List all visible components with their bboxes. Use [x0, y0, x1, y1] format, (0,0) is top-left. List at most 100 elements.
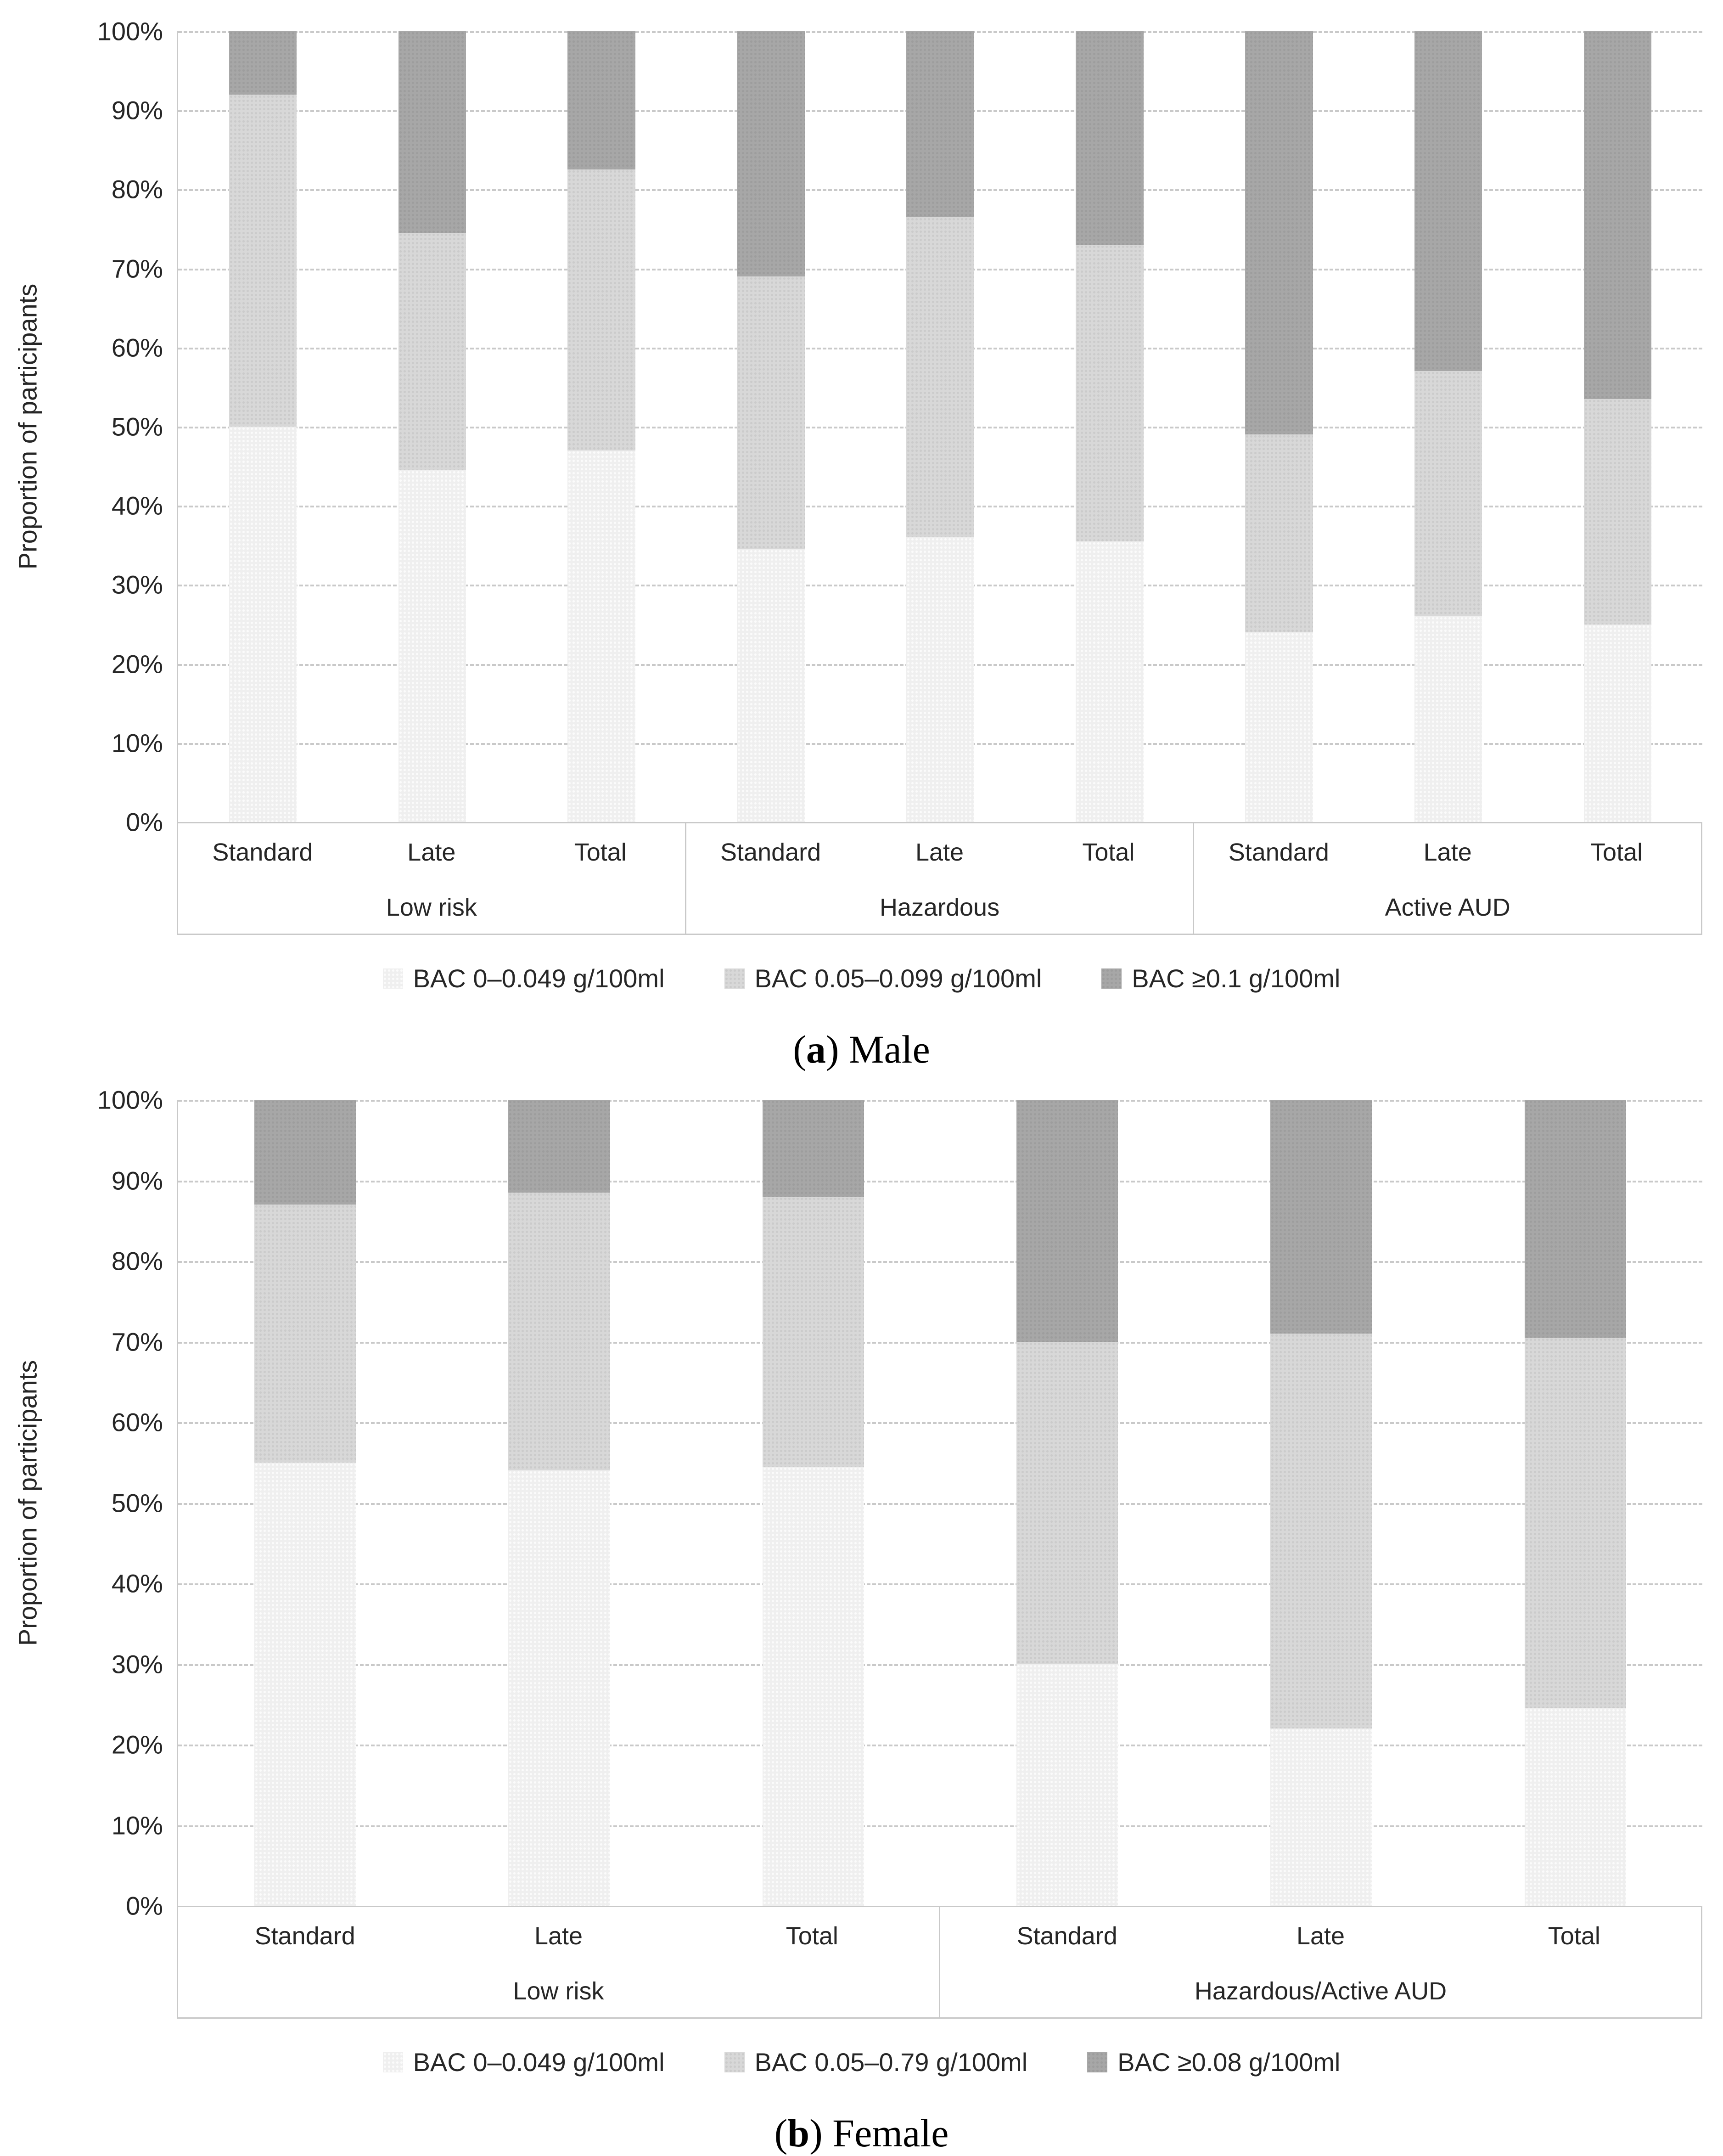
x-axis-category-label: Total	[574, 838, 627, 866]
x-axis-category-label: Late	[1296, 1922, 1345, 1950]
x-axis-category-label: Late	[1423, 838, 1472, 866]
legend-swatch-seg-dark	[1101, 968, 1122, 989]
y-tick-column: 100% 90% 80% 70% 60% 50% 40% 30% 20% 10% 0%	[55, 17, 177, 837]
bar-segment-seg-mid	[229, 94, 297, 427]
x-axis-category-label: Standard	[254, 1922, 355, 1950]
y-tick-label: 100%	[97, 1085, 163, 1115]
x-axis-category-label: Standard	[1228, 838, 1329, 866]
legend-label: BAC 0–0.049 g/100ml	[413, 964, 665, 993]
chart-caption: (a) Male	[793, 1027, 930, 1071]
stacked-bar	[254, 1100, 356, 1906]
stacked-bar	[1524, 1100, 1626, 1906]
bar-segment-seg-dark	[1270, 1100, 1372, 1334]
bar-slot	[178, 31, 348, 822]
bar-slot	[1448, 1100, 1702, 1906]
chart-male: Proportion of participants 100% 90% 80% 70% 6…	[0, 0, 1723, 1072]
caption-text: Female	[832, 2111, 949, 2155]
bar-segment-seg-dark	[229, 31, 297, 95]
y-axis-title-column: Proportion of participants	[0, 1100, 55, 1906]
bar-slot	[686, 31, 856, 822]
bar-segment-seg-light	[737, 549, 805, 822]
stacked-bar	[1270, 1100, 1372, 1906]
bar-segment-seg-mid	[906, 217, 974, 538]
stacked-bar	[1076, 31, 1144, 822]
bar-slot	[1364, 31, 1533, 822]
y-tick-label: 30%	[111, 570, 163, 599]
x-axis-group: Standard Late Total Active AUD	[1193, 823, 1701, 934]
legend-item: BAC ≥0.08 g/100ml	[1087, 2047, 1340, 2077]
bar-slot	[1194, 1100, 1448, 1906]
y-tick-label: 50%	[111, 412, 163, 441]
bar-segment-seg-light	[508, 1470, 610, 1906]
gridline	[178, 1583, 1702, 1585]
bar-segment-seg-light	[229, 427, 297, 822]
x-axis-group-label: Active AUD	[1385, 893, 1510, 921]
bar-segment-seg-mid	[1270, 1333, 1372, 1728]
x-axis-group: Standard Late Total Hazardous	[685, 823, 1193, 934]
x-axis-category-label: Total	[1082, 838, 1135, 866]
y-tick-label: 80%	[111, 175, 163, 204]
x-axis-label-box: Standard Late Total Low risk Standard Late Tot…	[177, 822, 1702, 935]
bar-slot	[432, 1100, 686, 1906]
gridline	[178, 1745, 1702, 1746]
bar-slot	[517, 31, 686, 822]
bar-slot	[940, 1100, 1194, 1906]
legend-item: BAC 0–0.049 g/100ml	[382, 2047, 665, 2077]
bar-segment-seg-dark	[1245, 31, 1313, 435]
legend-label: BAC ≥0.08 g/100ml	[1117, 2048, 1341, 2077]
gridline	[178, 1825, 1702, 1827]
legend-item: BAC 0.05–0.79 g/100ml	[724, 2047, 1028, 2077]
x-axis-spacer	[0, 822, 177, 935]
y-tick-label: 60%	[111, 333, 163, 362]
stacked-bar	[567, 31, 635, 822]
bar-segment-seg-dark	[1583, 31, 1652, 399]
bar-segment-seg-light	[254, 1462, 356, 1906]
y-tick-label: 0%	[126, 807, 163, 837]
x-axis-category-label: Standard	[720, 838, 821, 866]
gridline	[178, 1503, 1702, 1505]
x-axis-category-label: Late	[534, 1922, 583, 1950]
bars-layer	[178, 31, 1702, 822]
legend-label: BAC 0–0.049 g/100ml	[413, 2048, 665, 2077]
legend-swatch-seg-light	[382, 2052, 403, 2072]
bar-segment-seg-light	[1524, 1708, 1626, 1906]
bar-segment-seg-dark	[906, 31, 974, 217]
caption-text: Male	[849, 1027, 930, 1071]
gridline	[178, 1422, 1702, 1424]
stacked-bar	[398, 31, 466, 822]
x-axis-category-label: Total	[786, 1922, 838, 1950]
y-tick-label: 90%	[111, 96, 163, 125]
y-axis-title: Proportion of participants	[13, 1360, 42, 1646]
y-tick-label: 50%	[111, 1488, 163, 1517]
stacked-bar	[508, 1100, 610, 1906]
x-axis-group-label: Low risk	[386, 893, 477, 921]
legend-item: BAC 0.05–0.099 g/100ml	[724, 963, 1042, 993]
legend-swatch-seg-dark	[1087, 2052, 1108, 2072]
legend-label: BAC 0.05–0.79 g/100ml	[754, 2048, 1028, 2077]
bar-segment-seg-light	[1414, 616, 1482, 822]
x-axis-category-label: Late	[407, 838, 456, 866]
y-tick-label: 0%	[126, 1891, 163, 1920]
x-axis-spacer	[0, 1906, 177, 2019]
stacked-bar	[762, 1100, 864, 1906]
bar-segment-seg-mid	[1245, 434, 1313, 632]
bar-segment-seg-mid	[1076, 244, 1144, 541]
stacked-bar	[229, 31, 297, 822]
bar-segment-seg-dark	[254, 1100, 356, 1205]
bar-segment-seg-dark	[737, 31, 805, 276]
legend: BAC 0–0.049 g/100ml BAC 0.05–0.099 g/100m…	[0, 963, 1723, 993]
stacked-bar	[737, 31, 805, 822]
x-axis-category-row: Standard Late Total	[178, 823, 685, 881]
bar-segment-seg-mid	[1583, 399, 1652, 625]
y-axis-title: Proportion of participants	[13, 283, 42, 570]
legend-label: BAC ≥0.1 g/100ml	[1132, 964, 1341, 993]
bar-segment-seg-mid	[254, 1205, 356, 1463]
legend-item: BAC 0–0.049 g/100ml	[382, 963, 665, 993]
y-tick-label: 40%	[111, 491, 163, 520]
bar-segment-seg-light	[1016, 1664, 1118, 1906]
bar-segment-seg-dark	[1414, 31, 1482, 372]
y-tick-label: 60%	[111, 1407, 163, 1437]
bar-slot	[686, 1100, 940, 1906]
bar-slot	[178, 1100, 432, 1906]
gridline	[178, 1664, 1702, 1666]
